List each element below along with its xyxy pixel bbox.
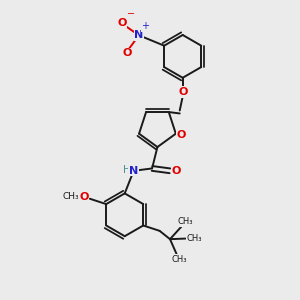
Text: N: N: [134, 30, 143, 40]
Text: O: O: [176, 130, 186, 140]
Text: CH₃: CH₃: [186, 234, 202, 243]
Text: O: O: [117, 18, 127, 28]
Text: +: +: [141, 21, 149, 32]
Text: CH₃: CH₃: [178, 218, 193, 226]
Text: O: O: [79, 192, 88, 202]
Text: O: O: [171, 166, 181, 176]
Text: O: O: [178, 87, 188, 97]
Text: H: H: [123, 165, 131, 175]
Text: −: −: [128, 10, 136, 20]
Text: CH₃: CH₃: [62, 193, 79, 202]
Text: N: N: [129, 166, 138, 176]
Text: CH₃: CH₃: [171, 255, 187, 264]
Text: O: O: [123, 48, 132, 58]
